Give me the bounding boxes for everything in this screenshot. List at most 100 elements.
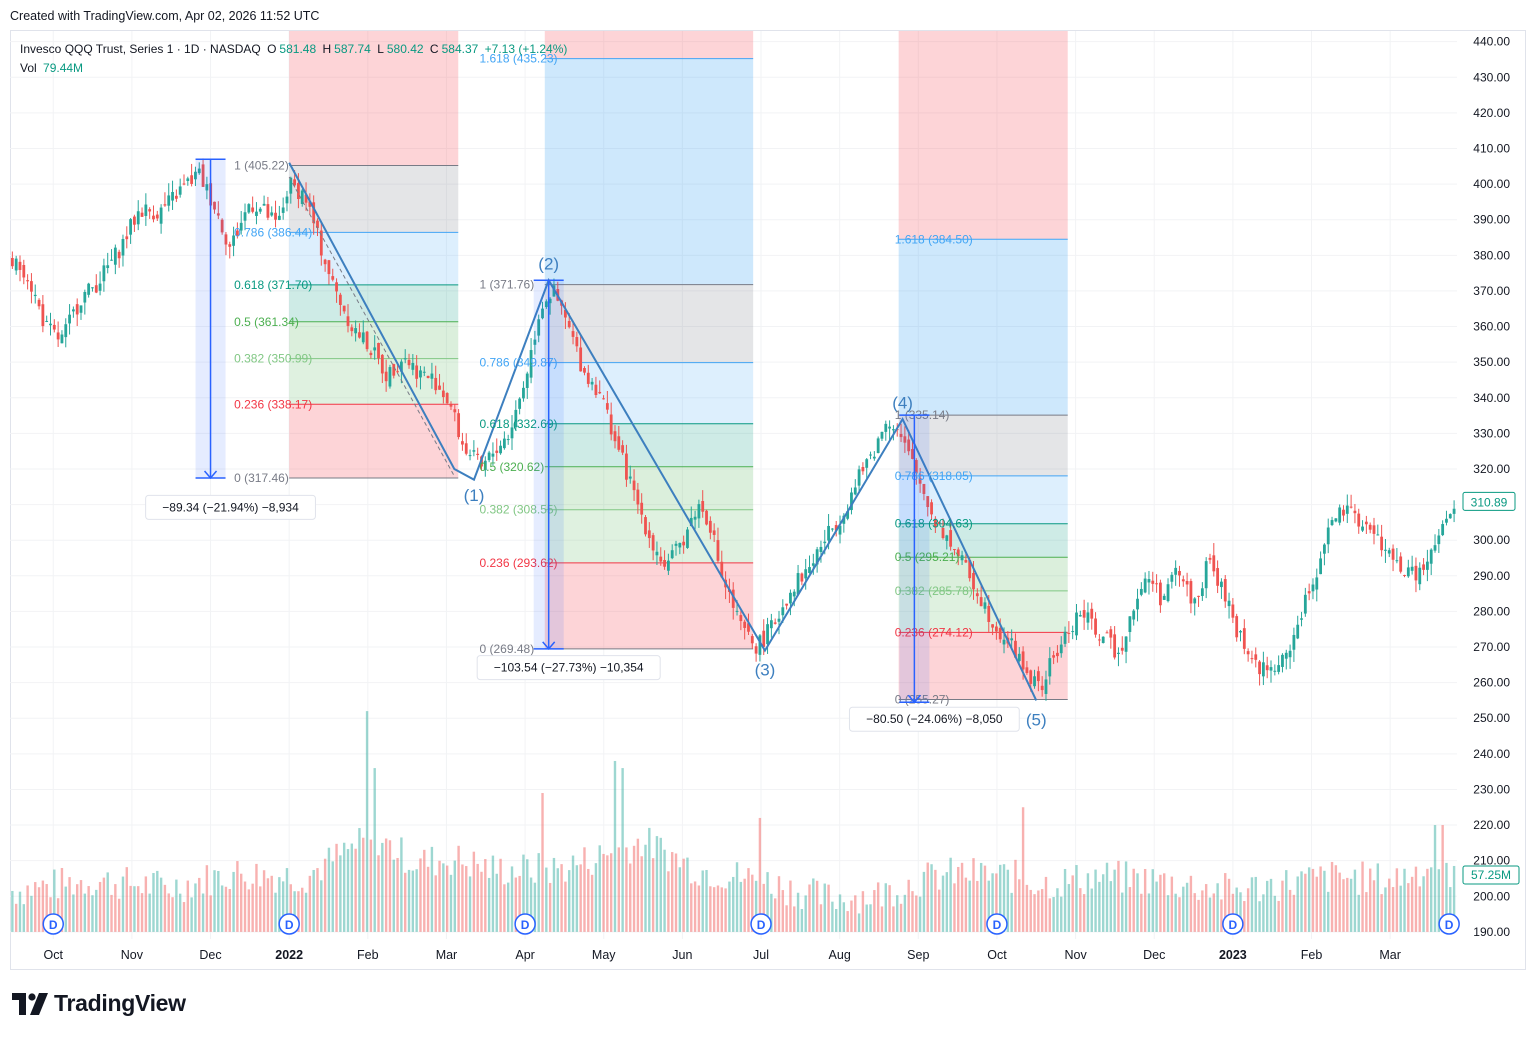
candle-body	[911, 449, 914, 459]
volume-bar	[911, 891, 914, 932]
candle-body	[884, 423, 888, 432]
x-tick-label: May	[592, 948, 616, 962]
candle-body	[270, 212, 274, 216]
volume-bar	[812, 878, 815, 932]
candle-body	[571, 331, 575, 337]
volume-bar	[937, 889, 941, 932]
volume-bar	[686, 857, 689, 932]
candle-body	[1254, 654, 1258, 660]
candle-body	[407, 359, 411, 366]
fib-band	[544, 284, 754, 363]
candle-body	[1014, 640, 1017, 658]
volume-bar	[301, 887, 304, 932]
candle-body	[358, 332, 361, 338]
volume-bar	[499, 858, 502, 932]
volume-bar	[1174, 893, 1177, 932]
candle-body	[56, 332, 60, 340]
volume-bar	[1346, 877, 1349, 932]
volume-bar	[75, 884, 79, 932]
volume-bar	[1273, 895, 1277, 932]
volume-bar	[1155, 881, 1158, 932]
x-tick-label: Mar	[436, 948, 458, 962]
volume-bar	[491, 855, 495, 932]
volume-bar	[64, 886, 67, 932]
volume-bar	[152, 873, 155, 932]
volume-bar	[644, 844, 647, 932]
fib-band	[544, 423, 754, 467]
candle-body	[804, 569, 808, 579]
candle-body	[525, 373, 529, 388]
volume-bar	[404, 872, 407, 932]
candle-body	[850, 492, 853, 511]
candle-body	[499, 445, 502, 454]
candle-body	[899, 433, 903, 438]
candle-body	[769, 620, 773, 629]
candle-body	[304, 194, 308, 203]
volume-bar	[45, 884, 48, 932]
candle-body	[37, 299, 41, 307]
volume-bar	[320, 880, 323, 932]
candle-body	[190, 175, 194, 184]
fib-level-label: 0 (269.48)	[479, 642, 534, 656]
volume-bar	[342, 842, 346, 932]
candle-body	[399, 361, 403, 372]
candle-body	[991, 624, 994, 628]
volume-bar	[83, 893, 87, 932]
symbol-name: Invesco QQQ Trust, Series 1 · 1D · NASDA…	[20, 42, 261, 56]
tradingview-logo-icon	[12, 992, 48, 1015]
candle-body	[338, 294, 342, 305]
volume-bar	[522, 854, 525, 932]
candle-body	[342, 305, 346, 312]
candle-body	[1269, 667, 1273, 671]
volume-value: 79.44M	[43, 61, 84, 75]
volume-bar	[1269, 878, 1273, 932]
volume-bar	[1227, 878, 1231, 932]
volume-bar	[873, 890, 876, 932]
volume-bar	[388, 840, 392, 932]
volume-bar	[228, 889, 231, 932]
candle-body	[865, 459, 869, 468]
volume-bar	[552, 857, 556, 932]
candle-body	[201, 164, 205, 187]
volume-bar	[968, 880, 971, 932]
volume-bar	[274, 892, 277, 932]
candle-body	[476, 453, 480, 456]
candle-body	[354, 328, 358, 334]
candle-body	[1445, 518, 1448, 523]
candle-body	[529, 350, 533, 378]
volume-bar	[529, 877, 533, 932]
volume-bar	[789, 880, 792, 932]
change-value: +7.13 (+1.24%)	[484, 42, 568, 56]
candle-body	[205, 184, 209, 191]
fib-level-label: 1.618 (435.23)	[479, 52, 557, 66]
y-tick-label: 190.00	[1473, 925, 1510, 939]
candle-body	[914, 460, 918, 474]
candle-body	[1422, 564, 1425, 570]
fib-band	[898, 31, 1068, 240]
fib-level-label: 0.786 (386.44)	[234, 225, 312, 239]
volume-bar	[896, 895, 899, 932]
candle-body	[1071, 631, 1075, 633]
volume-bar	[430, 846, 434, 932]
candle-body	[1094, 618, 1097, 635]
candle-body	[1025, 667, 1029, 674]
volume-bar	[194, 883, 197, 932]
candle-body	[1425, 561, 1429, 570]
candle-body	[464, 443, 468, 454]
volume-bar	[793, 906, 796, 932]
dividend-marker	[986, 913, 1008, 935]
volume-bar	[278, 877, 281, 932]
candle-body	[1036, 671, 1040, 682]
tradingview-logo[interactable]: TradingView	[12, 990, 186, 1017]
candle-body	[1452, 508, 1456, 514]
candle-body	[983, 602, 987, 609]
candle-body	[1082, 610, 1086, 618]
volume-bar	[133, 886, 136, 932]
candle-body	[441, 390, 445, 398]
volume-bar	[495, 873, 498, 932]
y-tick-label: 360.00	[1473, 320, 1510, 334]
candle-body	[544, 301, 548, 308]
volume-bar	[121, 876, 125, 932]
candle-body	[640, 502, 644, 515]
